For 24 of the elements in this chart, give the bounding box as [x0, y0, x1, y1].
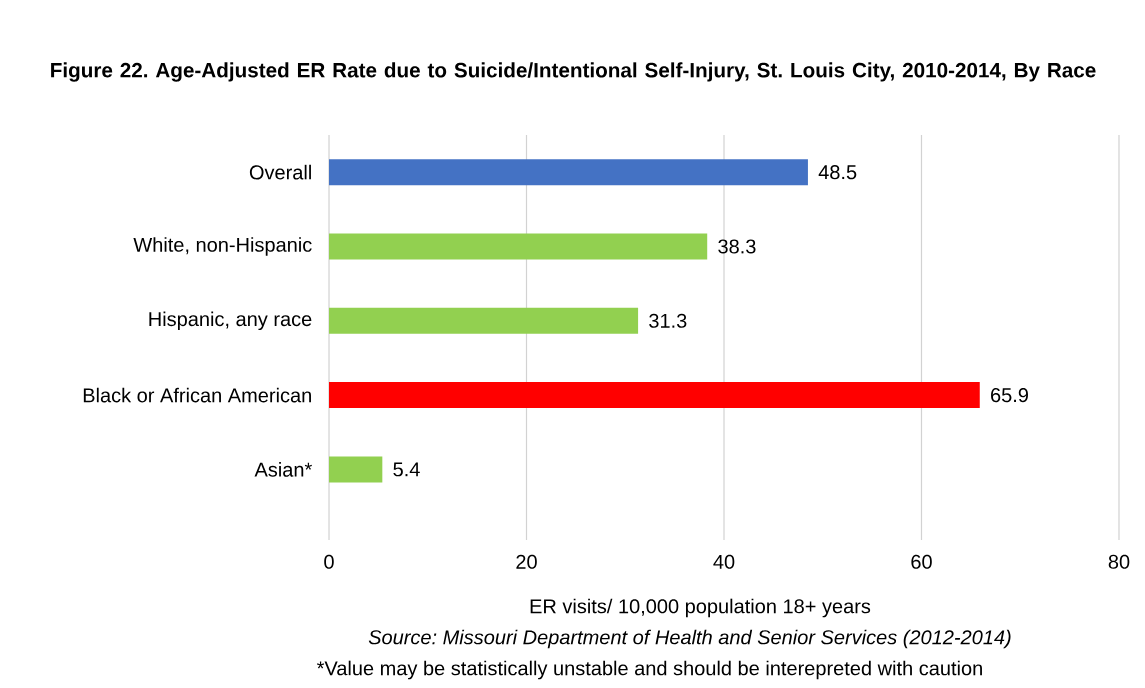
chart-title: Figure 22. Age-Adjusted ER Rate due to Suicide/Intentional Self-Injury, St. Louis City, 2010-2014, By Race	[51, 62, 1096, 82]
x-tick-label: 60	[911, 554, 932, 569]
source-note: Source: Missouri Department of Health and Senior Services (2012-2014)	[368, 629, 1011, 649]
bar	[329, 159, 808, 186]
bar	[329, 382, 980, 409]
text: *Value may be statistically unstable and should be interepreted with caution	[316, 660, 982, 680]
data-label: 38.3	[718, 239, 756, 254]
data-label: 65.9	[991, 388, 1028, 403]
bar	[329, 233, 708, 260]
y-tick-label: Asian*	[254, 462, 312, 477]
data-label: 5.4	[393, 462, 420, 477]
y-tick-label: Overall	[249, 164, 311, 180]
data-label: 48.5	[818, 165, 857, 180]
bar	[329, 307, 639, 334]
y-tick-label: Hispanic, any race	[149, 311, 312, 331]
x-tick-label: 80	[1108, 554, 1130, 569]
y-tick-label: White, non-Hispanic	[133, 237, 312, 256]
x-tick-label: 20	[516, 554, 537, 569]
data-label: 31.3	[649, 313, 687, 328]
bar	[329, 456, 383, 483]
x-tick-label: 0	[324, 554, 334, 569]
x-axis-title: ER visits/ 10,000 population 18+ years	[530, 598, 871, 618]
x-tick-label: 40	[713, 554, 735, 569]
y-tick-label: Black or African American	[83, 387, 311, 403]
